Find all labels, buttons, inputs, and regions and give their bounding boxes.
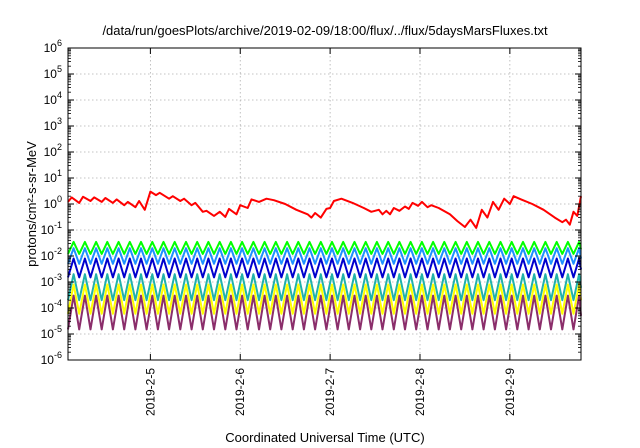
- series-line-2: [67, 240, 582, 255]
- series-layer: [67, 190, 582, 331]
- y-tick-label: 105: [44, 64, 62, 81]
- x-tick-label: 2019-2-5: [143, 368, 157, 416]
- x-tick-label: 2019-2-7: [323, 368, 337, 416]
- series-line-5: [67, 273, 582, 302]
- y-tick-label: 103: [44, 116, 62, 133]
- y-tick-label: 101: [44, 168, 62, 185]
- y-tick-label: 10-1: [41, 220, 62, 237]
- y-tick-label: 102: [44, 142, 62, 159]
- x-tick-label: 2019-2-8: [413, 368, 427, 416]
- y-tick-label: 10-6: [41, 350, 62, 367]
- y-tick-label: 10-3: [41, 272, 62, 289]
- y-tick-label: 104: [44, 90, 62, 107]
- series-line-1: [67, 190, 582, 229]
- y-tick-label: 10-5: [41, 324, 62, 341]
- y-tick-label: 10-4: [41, 298, 62, 315]
- y-axis-label: protons/cm²-s-sr-MeV: [24, 141, 39, 267]
- series-line-4: [67, 257, 582, 279]
- y-tick-label: 106: [44, 38, 62, 55]
- series-line-7: [67, 294, 582, 331]
- x-tick-label: 2019-2-9: [503, 368, 517, 416]
- series-line-6: [67, 283, 582, 315]
- x-axis-label: Coordinated Universal Time (UTC): [225, 430, 424, 445]
- chart-title: /data/run/goesPlots/archive/2019-02-09/1…: [102, 23, 548, 38]
- y-tick-label: 10-2: [41, 246, 62, 263]
- x-axis: 2019-2-5 2019-2-6 2019-2-7 2019-2-8 2019-2-9: [143, 48, 517, 416]
- y-tick-label: 100: [44, 194, 62, 211]
- x-tick-label: 2019-2-6: [233, 368, 247, 416]
- series-line-3: [67, 247, 582, 265]
- y-axis: 10-6 10-5 10-4 10-3 10-2 10-1 100 101 102 103 104 1…: [41, 38, 581, 367]
